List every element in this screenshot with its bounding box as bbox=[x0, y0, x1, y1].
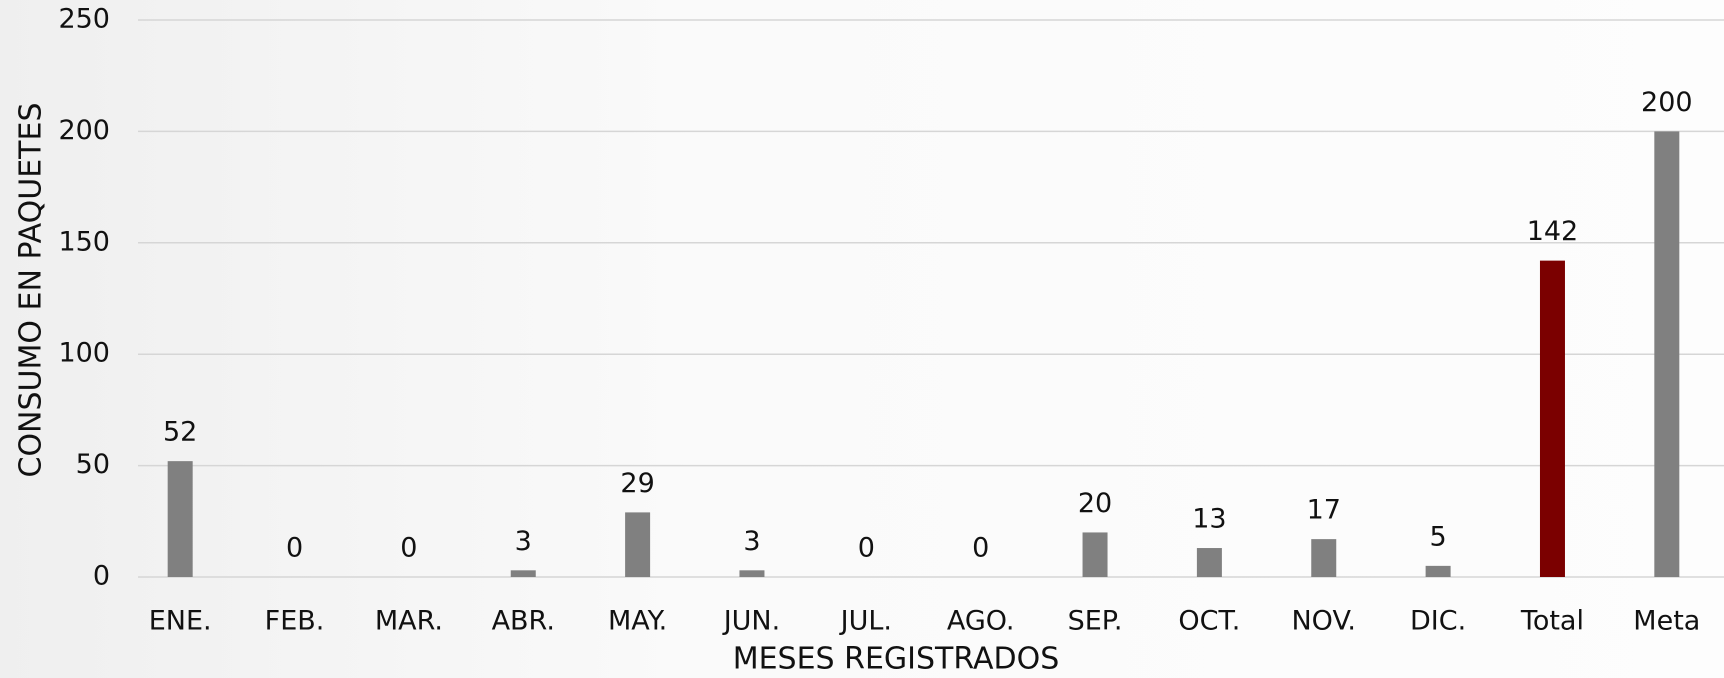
data-label: 52 bbox=[163, 417, 197, 448]
y-tick-label: 150 bbox=[58, 226, 110, 257]
bar bbox=[1196, 548, 1222, 577]
data-label: 142 bbox=[1527, 216, 1579, 247]
bar bbox=[1654, 131, 1680, 577]
x-tick-label: JUL. bbox=[839, 606, 892, 637]
x-axis-title: MESES REGISTRADOS bbox=[733, 642, 1060, 677]
y-tick-label: 250 bbox=[58, 4, 110, 35]
x-tick-label: AGO. bbox=[947, 606, 1015, 637]
data-label: 17 bbox=[1307, 495, 1341, 526]
data-label: 200 bbox=[1641, 87, 1693, 118]
x-tick-label: Meta bbox=[1633, 606, 1700, 637]
x-tick-label: FEB. bbox=[265, 606, 325, 637]
data-label: 29 bbox=[620, 468, 654, 499]
x-tick-label: MAR. bbox=[375, 606, 443, 637]
bar bbox=[167, 461, 193, 577]
bar bbox=[1425, 565, 1451, 577]
x-tick-label: NOV. bbox=[1291, 606, 1356, 637]
x-tick-label: JUN. bbox=[722, 606, 781, 637]
x-tick-label: OCT. bbox=[1178, 606, 1240, 637]
x-tick-label: SEP. bbox=[1068, 606, 1123, 637]
data-label: 0 bbox=[400, 533, 417, 564]
x-tick-label: ABR. bbox=[492, 606, 555, 637]
bar bbox=[1539, 260, 1565, 577]
bar bbox=[625, 512, 651, 577]
x-tick-label: Total bbox=[1520, 606, 1584, 637]
data-label: 0 bbox=[972, 533, 989, 564]
y-tick-label: 200 bbox=[58, 115, 110, 146]
bar bbox=[510, 570, 536, 577]
y-axis-title: CONSUMO EN PAQUETES bbox=[14, 103, 49, 478]
x-tick-label: ENE. bbox=[149, 606, 212, 637]
bar bbox=[739, 570, 765, 577]
data-label: 5 bbox=[1430, 521, 1447, 552]
data-label: 0 bbox=[858, 533, 875, 564]
data-label: 3 bbox=[743, 526, 760, 557]
y-tick-label: 100 bbox=[58, 338, 110, 369]
data-label: 0 bbox=[286, 533, 303, 564]
bar bbox=[1082, 532, 1108, 577]
bar bbox=[1311, 539, 1337, 577]
data-label: 20 bbox=[1078, 488, 1112, 519]
data-label: 13 bbox=[1192, 504, 1226, 535]
data-label: 3 bbox=[515, 526, 532, 557]
y-tick-label: 0 bbox=[93, 561, 110, 592]
x-tick-label: MAY. bbox=[608, 606, 667, 637]
y-tick-label: 50 bbox=[76, 449, 110, 480]
x-tick-label: DIC. bbox=[1410, 606, 1466, 637]
